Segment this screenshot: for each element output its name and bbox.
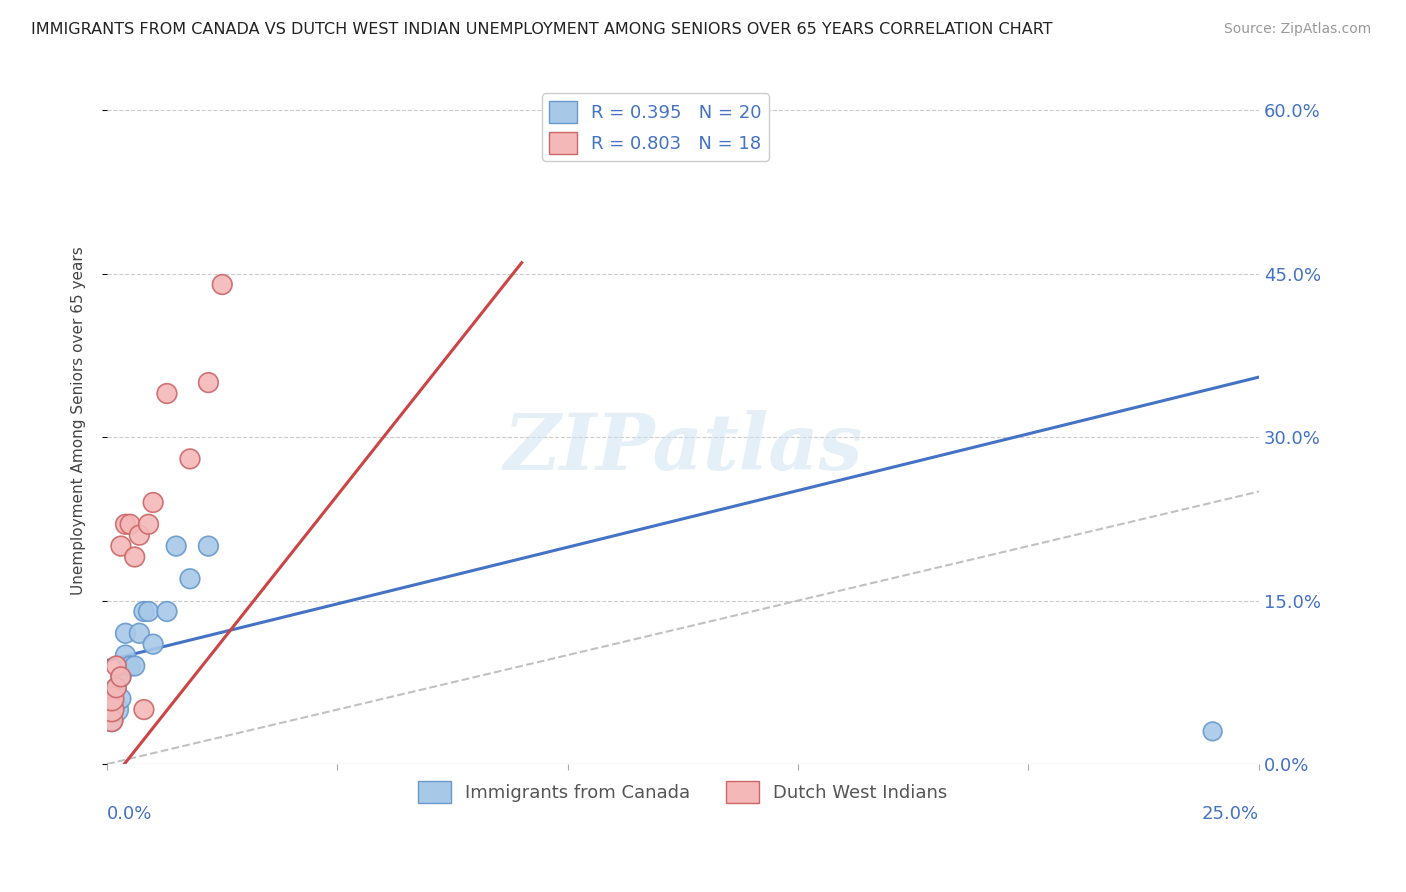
Point: [110, 691, 132, 706]
Point: [100, 691, 122, 706]
Point: [110, 539, 132, 553]
Point: [138, 605, 160, 619]
Point: [165, 539, 187, 553]
Point: [179, 451, 201, 466]
Point: [211, 277, 233, 292]
Point: [132, 605, 155, 619]
Point: [124, 549, 146, 564]
Point: [100, 691, 122, 706]
Point: [197, 376, 219, 390]
Point: [142, 495, 165, 509]
Point: [156, 605, 179, 619]
Point: [128, 626, 150, 640]
Point: [105, 702, 128, 716]
Point: [124, 659, 146, 673]
Point: [197, 539, 219, 553]
Text: ZIPatlas: ZIPatlas: [503, 410, 863, 486]
Point: [114, 626, 136, 640]
Point: [179, 572, 201, 586]
Point: [100, 714, 122, 728]
Text: 25.0%: 25.0%: [1202, 805, 1258, 823]
Text: Source: ZipAtlas.com: Source: ZipAtlas.com: [1223, 22, 1371, 37]
Point: [110, 670, 132, 684]
Point: [138, 517, 160, 532]
Point: [100, 702, 122, 716]
Point: [132, 702, 155, 716]
Legend: Immigrants from Canada, Dutch West Indians: Immigrants from Canada, Dutch West India…: [411, 773, 955, 810]
Point: [120, 517, 142, 532]
Text: IMMIGRANTS FROM CANADA VS DUTCH WEST INDIAN UNEMPLOYMENT AMONG SENIORS OVER 65 Y: IMMIGRANTS FROM CANADA VS DUTCH WEST IND…: [31, 22, 1053, 37]
Point: [142, 637, 165, 651]
Point: [105, 659, 128, 673]
Point: [114, 517, 136, 532]
Point: [128, 528, 150, 542]
Y-axis label: Unemployment Among Seniors over 65 years: Unemployment Among Seniors over 65 years: [72, 246, 86, 595]
Point: [100, 702, 122, 716]
Point: [120, 659, 142, 673]
Text: 0.0%: 0.0%: [107, 805, 152, 823]
Point: [156, 386, 179, 401]
Point: [105, 681, 128, 695]
Point: [105, 681, 128, 695]
Point: [110, 670, 132, 684]
Point: [100, 714, 122, 728]
Point: [114, 648, 136, 662]
Point: [1201, 724, 1223, 739]
